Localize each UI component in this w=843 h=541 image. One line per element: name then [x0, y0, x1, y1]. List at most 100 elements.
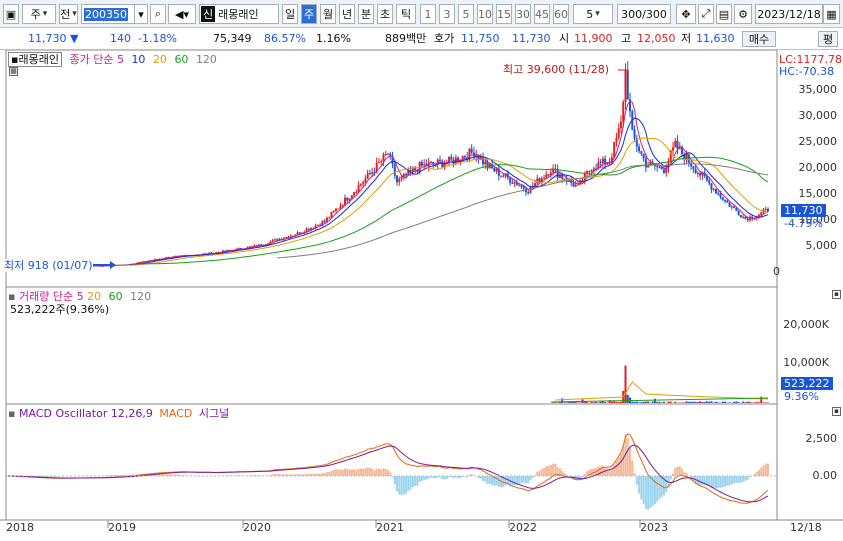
quote-ask: 11,750: [461, 32, 500, 45]
candle-body: [717, 193, 720, 195]
interval-30[interactable]: 30: [515, 4, 531, 24]
macd-osc-bar: [439, 476, 442, 478]
macd-osc-bar: [676, 466, 679, 476]
macd-osc-bar: [176, 474, 179, 476]
candle-body: [226, 249, 229, 252]
candle-body: [694, 168, 697, 174]
interval-3[interactable]: 3: [439, 4, 455, 24]
macd-osc-bar: [47, 476, 50, 478]
candle-body: [407, 170, 410, 176]
price-y-tick: 0: [773, 265, 780, 278]
macd-osc-bar: [520, 476, 523, 484]
macd-osc-bar: [122, 474, 125, 476]
macd-legend-signal: 시그널: [198, 407, 230, 420]
interval-select[interactable]: 5: [573, 4, 613, 24]
candle-body: [739, 214, 742, 218]
macd-osc-bar: [56, 476, 59, 477]
ma-line-120: [277, 163, 769, 259]
macd-osc-bar: [764, 463, 767, 476]
interval-1[interactable]: 1: [420, 4, 436, 24]
macd-osc-bar: [255, 475, 258, 476]
period-second-label: 초: [379, 8, 391, 21]
candle-body: [142, 261, 145, 263]
interval-5[interactable]: 5: [458, 4, 474, 24]
candle-body: [344, 197, 347, 206]
quote-volume: 75,349: [213, 32, 252, 45]
volume-legend-ma60: 60: [108, 290, 123, 303]
candle-body: [651, 162, 654, 164]
stock-name-field[interactable]: 신 래몽래인: [199, 4, 279, 24]
gear-icon[interactable]: ⚙: [734, 4, 752, 24]
macd-osc-bar: [672, 473, 674, 476]
ma-line-60: [141, 156, 769, 265]
macd-osc-bar: [497, 476, 500, 487]
macd-osc-bar: [767, 463, 769, 476]
period-day[interactable]: 일: [282, 4, 298, 24]
date-field[interactable]: 2023/12/18: [755, 4, 823, 24]
candle-body: [355, 191, 358, 193]
macd-osc-bar: [328, 472, 331, 476]
macd-osc-bar: [527, 476, 530, 484]
interval-45[interactable]: 45: [534, 4, 550, 24]
volume-bar: [624, 365, 627, 403]
macd-osc-bar: [407, 476, 410, 492]
candle-body: [497, 168, 500, 176]
candle-body: [348, 198, 351, 201]
volume-bar: [595, 401, 598, 403]
search-icon[interactable]: ⌕: [150, 4, 166, 24]
price-legend-ma20: 20: [152, 53, 167, 66]
buy-button[interactable]: 매수: [742, 31, 776, 47]
candle-body: [572, 182, 575, 187]
macd-osc-bar: [757, 469, 760, 476]
macd-panel-frame: [5, 403, 778, 521]
macd-osc-bar: [235, 475, 238, 476]
candle-body: [380, 161, 383, 163]
stock-chart[interactable]: [0, 50, 843, 541]
macd-osc-bar: [536, 471, 539, 476]
macd-osc-bar: [418, 476, 421, 483]
board-select[interactable]: 전: [59, 4, 78, 24]
count-field[interactable]: 300/300: [617, 4, 671, 24]
interval-60[interactable]: 60: [553, 4, 569, 24]
candle-body: [511, 182, 514, 184]
crosshair-icon[interactable]: ⤢: [698, 4, 714, 24]
period-minute[interactable]: 분: [358, 4, 374, 24]
macd-osc-bar: [409, 476, 412, 490]
calendar-icon[interactable]: ▦: [823, 4, 840, 24]
volume-bar: [746, 401, 749, 403]
volume-bar: [633, 401, 636, 403]
drawing-tools-icon[interactable]: ✥: [676, 4, 696, 24]
count-value: 300/300: [621, 7, 667, 21]
volume-bar: [570, 401, 573, 403]
speaker-icon[interactable]: ◀▾: [168, 4, 196, 24]
volume-bar: [631, 401, 634, 403]
period-week[interactable]: 주: [301, 4, 317, 24]
code-input[interactable]: 200350: [81, 4, 135, 24]
volume-bar: [590, 402, 593, 403]
candle-body: [221, 250, 224, 253]
macd-osc-bar: [626, 438, 629, 476]
period-year[interactable]: 년: [339, 4, 355, 24]
period-second[interactable]: 초: [377, 4, 393, 24]
volume-sub-label: 523,222주(9.36%): [10, 303, 110, 316]
crosshair-icon[interactable]: ▦: [9, 67, 18, 76]
save-icon[interactable]: ▤: [716, 4, 732, 24]
interval-15[interactable]: 15: [496, 4, 512, 24]
interval-10[interactable]: 10: [477, 4, 493, 24]
panel-maximize-icon[interactable]: ▪: [832, 407, 841, 416]
layout-icon[interactable]: ▣: [3, 4, 19, 24]
period-tick[interactable]: 틱: [396, 4, 416, 24]
panel-maximize-icon[interactable]: ▪: [832, 290, 841, 299]
macd-y-tick: 2,500: [805, 432, 838, 445]
eval-button[interactable]: 평: [818, 31, 838, 47]
chevron-down-icon[interactable]: ▾: [134, 4, 148, 24]
macd-osc-bar: [429, 476, 432, 478]
macd-osc-bar: [656, 476, 659, 502]
low-marker: 최저 918 (01/07): [4, 259, 93, 272]
market-select[interactable]: 주: [22, 4, 56, 24]
candle-body: [294, 234, 297, 236]
macd-osc-bar: [260, 475, 263, 476]
candle-body: [656, 166, 659, 168]
macd-osc-bar: [443, 476, 446, 480]
period-month[interactable]: 월: [320, 4, 336, 24]
